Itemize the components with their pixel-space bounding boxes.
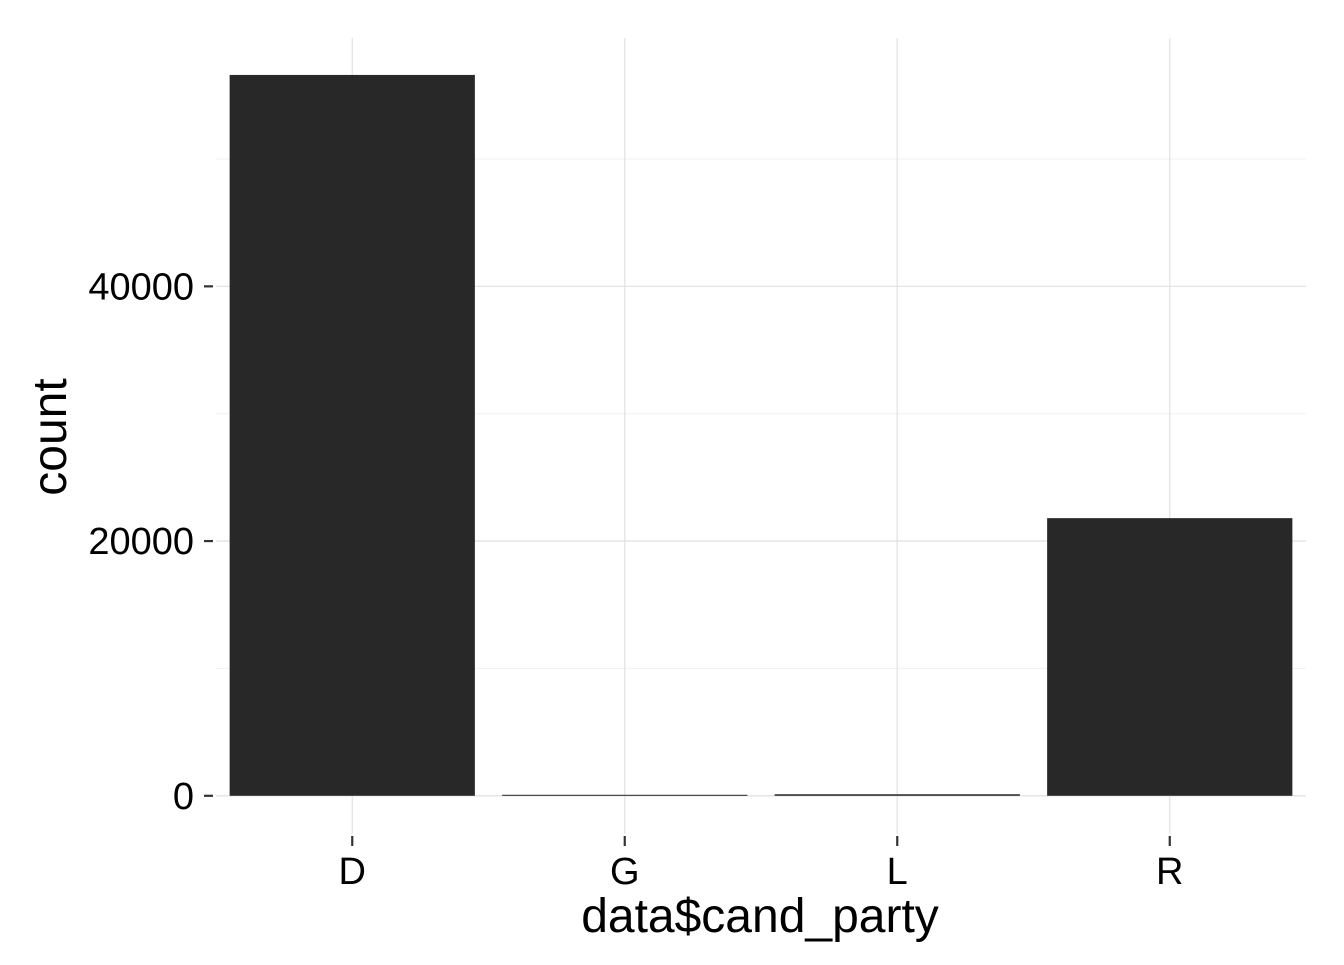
bar-D [229,74,475,796]
bar-R [1047,518,1293,796]
y-tick-label: 0 [173,776,194,818]
x-axis-title: data$cand_party [581,890,939,943]
y-tick-label: 40000 [88,266,194,308]
axes: 0 20000 40000 D G L R [88,266,1183,893]
bars [229,74,1293,796]
x-tick-label: R [1156,851,1183,893]
bar-G [502,794,748,796]
x-tick-label: G [610,851,640,893]
y-tick-label: 20000 [88,521,194,563]
x-tick-label: D [339,851,366,893]
x-tick-label: L [887,851,908,893]
bar-L [774,794,1020,796]
y-axis-title: count [24,378,77,495]
